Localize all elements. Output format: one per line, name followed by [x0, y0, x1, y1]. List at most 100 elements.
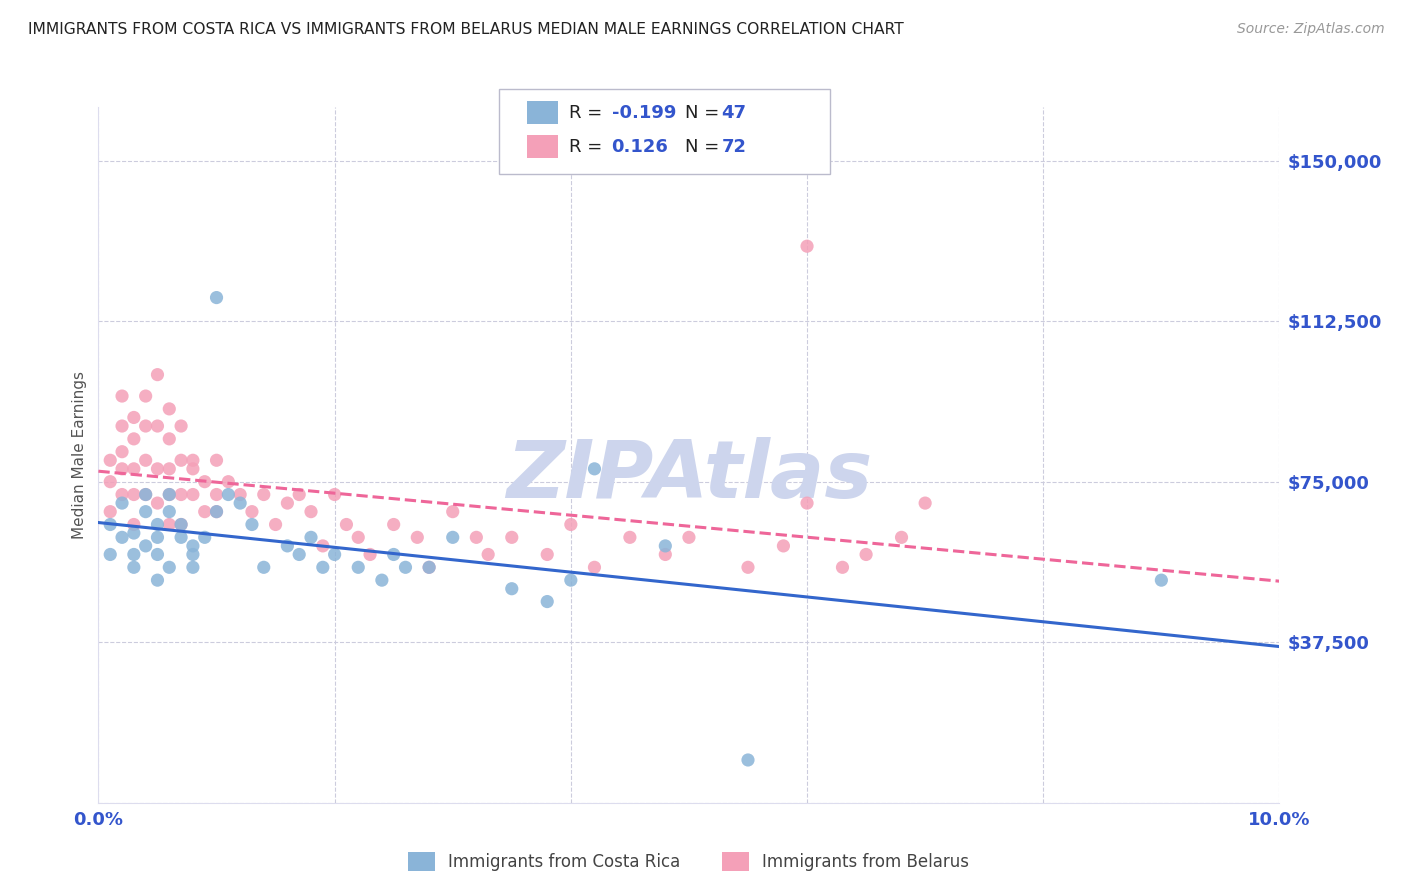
Point — [772, 539, 794, 553]
Point — [288, 487, 311, 501]
Point — [98, 505, 121, 519]
Point — [288, 548, 311, 562]
Text: N =: N = — [685, 138, 724, 156]
Point — [560, 573, 582, 587]
Point — [323, 487, 346, 501]
Text: ZIPAtlas: ZIPAtlas — [506, 437, 872, 515]
Point — [371, 573, 394, 587]
Point — [111, 496, 134, 510]
Point — [122, 487, 145, 501]
Point — [146, 462, 169, 476]
Point — [299, 530, 322, 544]
Point — [122, 432, 145, 446]
Point — [796, 496, 818, 510]
Point — [831, 560, 853, 574]
Point — [312, 560, 335, 574]
Point — [240, 517, 263, 532]
Point — [146, 517, 169, 532]
Point — [240, 505, 263, 519]
Point — [276, 539, 298, 553]
Point — [205, 487, 228, 501]
Point — [654, 539, 676, 553]
Point — [146, 496, 169, 510]
Point — [170, 530, 193, 544]
Point — [737, 753, 759, 767]
Point — [477, 548, 499, 562]
Point — [335, 517, 357, 532]
Point — [157, 487, 180, 501]
Point — [135, 505, 157, 519]
Point — [157, 462, 180, 476]
Point — [276, 496, 298, 510]
Point — [111, 530, 134, 544]
Point — [157, 487, 180, 501]
Point — [536, 594, 558, 608]
Point — [347, 560, 370, 574]
Point — [205, 453, 228, 467]
Point — [122, 548, 145, 562]
Point — [122, 526, 145, 541]
Point — [135, 539, 157, 553]
Point — [181, 560, 204, 574]
Point — [194, 530, 217, 544]
Point — [170, 517, 193, 532]
Point — [98, 453, 121, 467]
Point — [418, 560, 440, 574]
Point — [122, 517, 145, 532]
Point — [1150, 573, 1173, 587]
Point — [98, 475, 121, 489]
Text: R =: R = — [569, 138, 609, 156]
Y-axis label: Median Male Earnings: Median Male Earnings — [72, 371, 87, 539]
Point — [323, 548, 346, 562]
Point — [382, 517, 405, 532]
Point — [536, 548, 558, 562]
Point — [135, 487, 157, 501]
Point — [299, 505, 322, 519]
Text: -0.199: -0.199 — [612, 104, 676, 122]
Point — [146, 368, 169, 382]
Text: R =: R = — [569, 104, 609, 122]
Point — [146, 548, 169, 562]
Point — [170, 517, 193, 532]
Point — [194, 505, 217, 519]
Point — [890, 530, 912, 544]
Point — [229, 496, 252, 510]
Point — [205, 505, 228, 519]
Point — [654, 548, 676, 562]
Legend: Immigrants from Costa Rica, Immigrants from Belarus: Immigrants from Costa Rica, Immigrants f… — [402, 846, 976, 878]
Point — [122, 560, 145, 574]
Point — [135, 389, 157, 403]
Point — [205, 505, 228, 519]
Point — [98, 517, 121, 532]
Point — [135, 419, 157, 434]
Point — [111, 487, 134, 501]
Point — [217, 487, 239, 501]
Point — [194, 475, 217, 489]
Point — [394, 560, 416, 574]
Text: 47: 47 — [721, 104, 747, 122]
Point — [382, 548, 405, 562]
Point — [465, 530, 488, 544]
Text: IMMIGRANTS FROM COSTA RICA VS IMMIGRANTS FROM BELARUS MEDIAN MALE EARNINGS CORRE: IMMIGRANTS FROM COSTA RICA VS IMMIGRANTS… — [28, 22, 904, 37]
Point — [170, 419, 193, 434]
Point — [157, 401, 180, 416]
Point — [501, 530, 523, 544]
Point — [146, 530, 169, 544]
Point — [170, 487, 193, 501]
Point — [312, 539, 335, 553]
Point — [157, 505, 180, 519]
Point — [359, 548, 381, 562]
Point — [205, 291, 228, 305]
Point — [229, 487, 252, 501]
Point — [217, 475, 239, 489]
Point — [157, 432, 180, 446]
Point — [583, 560, 606, 574]
Point — [135, 487, 157, 501]
Point — [418, 560, 440, 574]
Point — [181, 487, 204, 501]
Text: N =: N = — [685, 104, 724, 122]
Point — [796, 239, 818, 253]
Point — [583, 462, 606, 476]
Point — [737, 560, 759, 574]
Point — [111, 462, 134, 476]
